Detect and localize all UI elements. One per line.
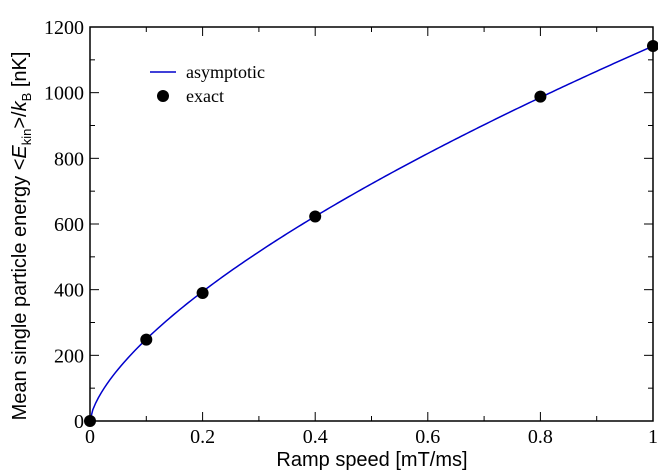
y-tick-label: 1200	[44, 17, 84, 39]
x-tick-label: 0.2	[190, 426, 215, 448]
y-axis-label: Mean single particle energy <Ekin>/kB [n…	[9, 52, 34, 421]
x-tick-label: 0.8	[528, 426, 553, 448]
data-point-exact	[196, 286, 209, 299]
x-tick-label: 0	[85, 426, 95, 448]
series-line-asymptotic	[89, 45, 654, 422]
x-tick-label: 1	[648, 426, 658, 448]
y-label-mid: >/	[9, 111, 31, 129]
y-label-suffix: [nK]	[9, 52, 31, 93]
plot-frame	[89, 26, 654, 422]
legend-marker-exact	[157, 90, 169, 102]
x-tick-label: 0.6	[415, 426, 440, 448]
data-point-exact	[309, 210, 322, 223]
legend-label-asymptotic: asymptotic	[186, 62, 265, 82]
ticks: 0 0.2 0.4 0.6 0.8 1 0 200 400 600 800 1000 1200	[44, 17, 658, 448]
x-tick-label: 0.4	[303, 426, 328, 448]
axes	[89, 26, 654, 422]
y-tick-label: 1000	[44, 83, 84, 105]
legend-label-exact: exact	[186, 86, 224, 106]
data-point-exact	[647, 40, 658, 53]
y-tick-label: 400	[54, 280, 84, 302]
legend: asymptotic exact	[150, 62, 265, 106]
y-label-kin: kin	[19, 129, 34, 146]
x-axis-label: Ramp speed [mT/ms]	[276, 449, 467, 470]
data-point-exact	[140, 333, 153, 346]
y-tick-label: 800	[54, 148, 84, 170]
data-point-exact	[534, 90, 547, 103]
y-label-b: B	[19, 93, 34, 102]
y-label-e: E	[9, 145, 31, 159]
y-tick-label: 200	[54, 345, 84, 367]
y-label-k: k	[9, 100, 31, 111]
y-label-prefix: Mean single particle energy <	[9, 159, 31, 421]
data-point-exact	[84, 415, 96, 427]
y-tick-label: 0	[74, 411, 84, 433]
series	[84, 40, 658, 427]
y-tick-label: 600	[54, 214, 84, 236]
